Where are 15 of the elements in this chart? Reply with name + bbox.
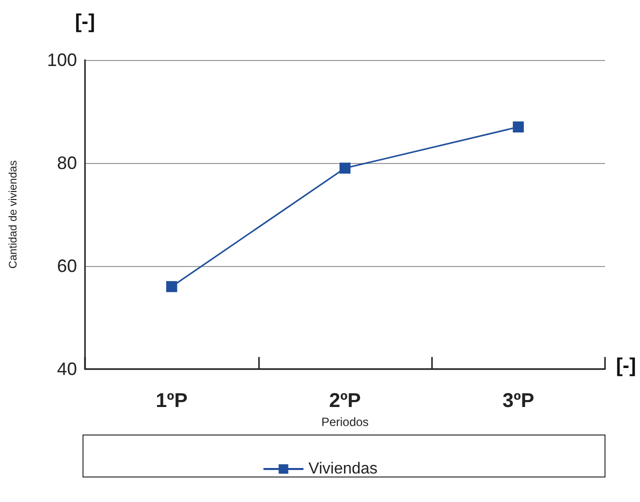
point — [512, 121, 524, 132]
y-tick-label: 100 — [46, 50, 77, 70]
text: [-] — [75, 11, 95, 33]
point — [166, 281, 178, 292]
x-tick-label: 1ºP — [156, 390, 188, 412]
y-tick-label: 60 — [56, 256, 77, 276]
legend-label: Viviendas — [308, 460, 378, 478]
x-tick-label: 3ºP — [502, 390, 534, 412]
text: [-] — [616, 355, 636, 377]
y-axis-title: Cantidad de viviendas — [8, 160, 20, 269]
y-tick-label: 80 — [56, 153, 77, 173]
x-axis-title: Periodos — [321, 414, 369, 429]
y-tick-label: 40 — [56, 359, 77, 379]
x-tick-label: 2ºP — [329, 390, 361, 412]
point — [340, 162, 350, 174]
